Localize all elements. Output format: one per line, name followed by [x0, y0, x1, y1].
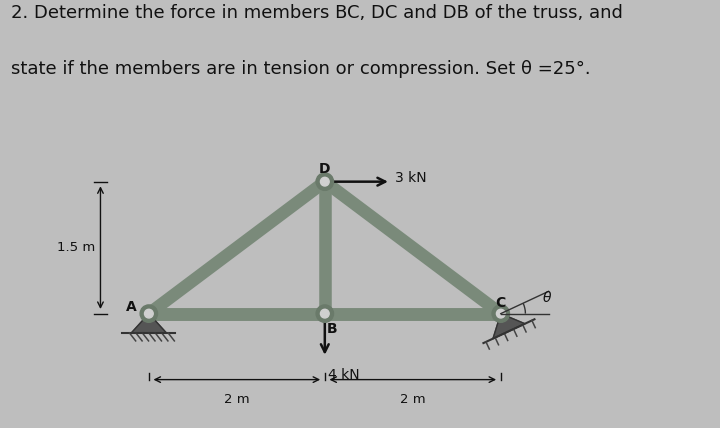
Text: 2 m: 2 m — [400, 393, 426, 406]
Text: B: B — [327, 322, 337, 336]
Circle shape — [316, 305, 333, 322]
Circle shape — [316, 173, 333, 190]
Text: $\theta$: $\theta$ — [542, 290, 552, 305]
Text: 2 m: 2 m — [224, 393, 250, 406]
Circle shape — [320, 309, 329, 318]
Text: 2. Determine the force in members BC, DC and DB of the truss, and: 2. Determine the force in members BC, DC… — [11, 4, 623, 22]
Text: 4 kN: 4 kN — [328, 368, 360, 382]
Text: C: C — [495, 296, 506, 310]
Circle shape — [496, 309, 505, 318]
Circle shape — [492, 305, 510, 322]
Polygon shape — [493, 314, 525, 339]
Circle shape — [145, 309, 153, 318]
Polygon shape — [131, 314, 166, 333]
Text: 3 kN: 3 kN — [395, 171, 427, 185]
Text: 1.5 m: 1.5 m — [57, 241, 95, 254]
Text: state if the members are in tension or compression. Set θ =25°.: state if the members are in tension or c… — [11, 60, 590, 78]
Circle shape — [140, 305, 158, 322]
Text: D: D — [319, 162, 330, 176]
Circle shape — [320, 177, 329, 186]
Text: A: A — [126, 300, 137, 314]
